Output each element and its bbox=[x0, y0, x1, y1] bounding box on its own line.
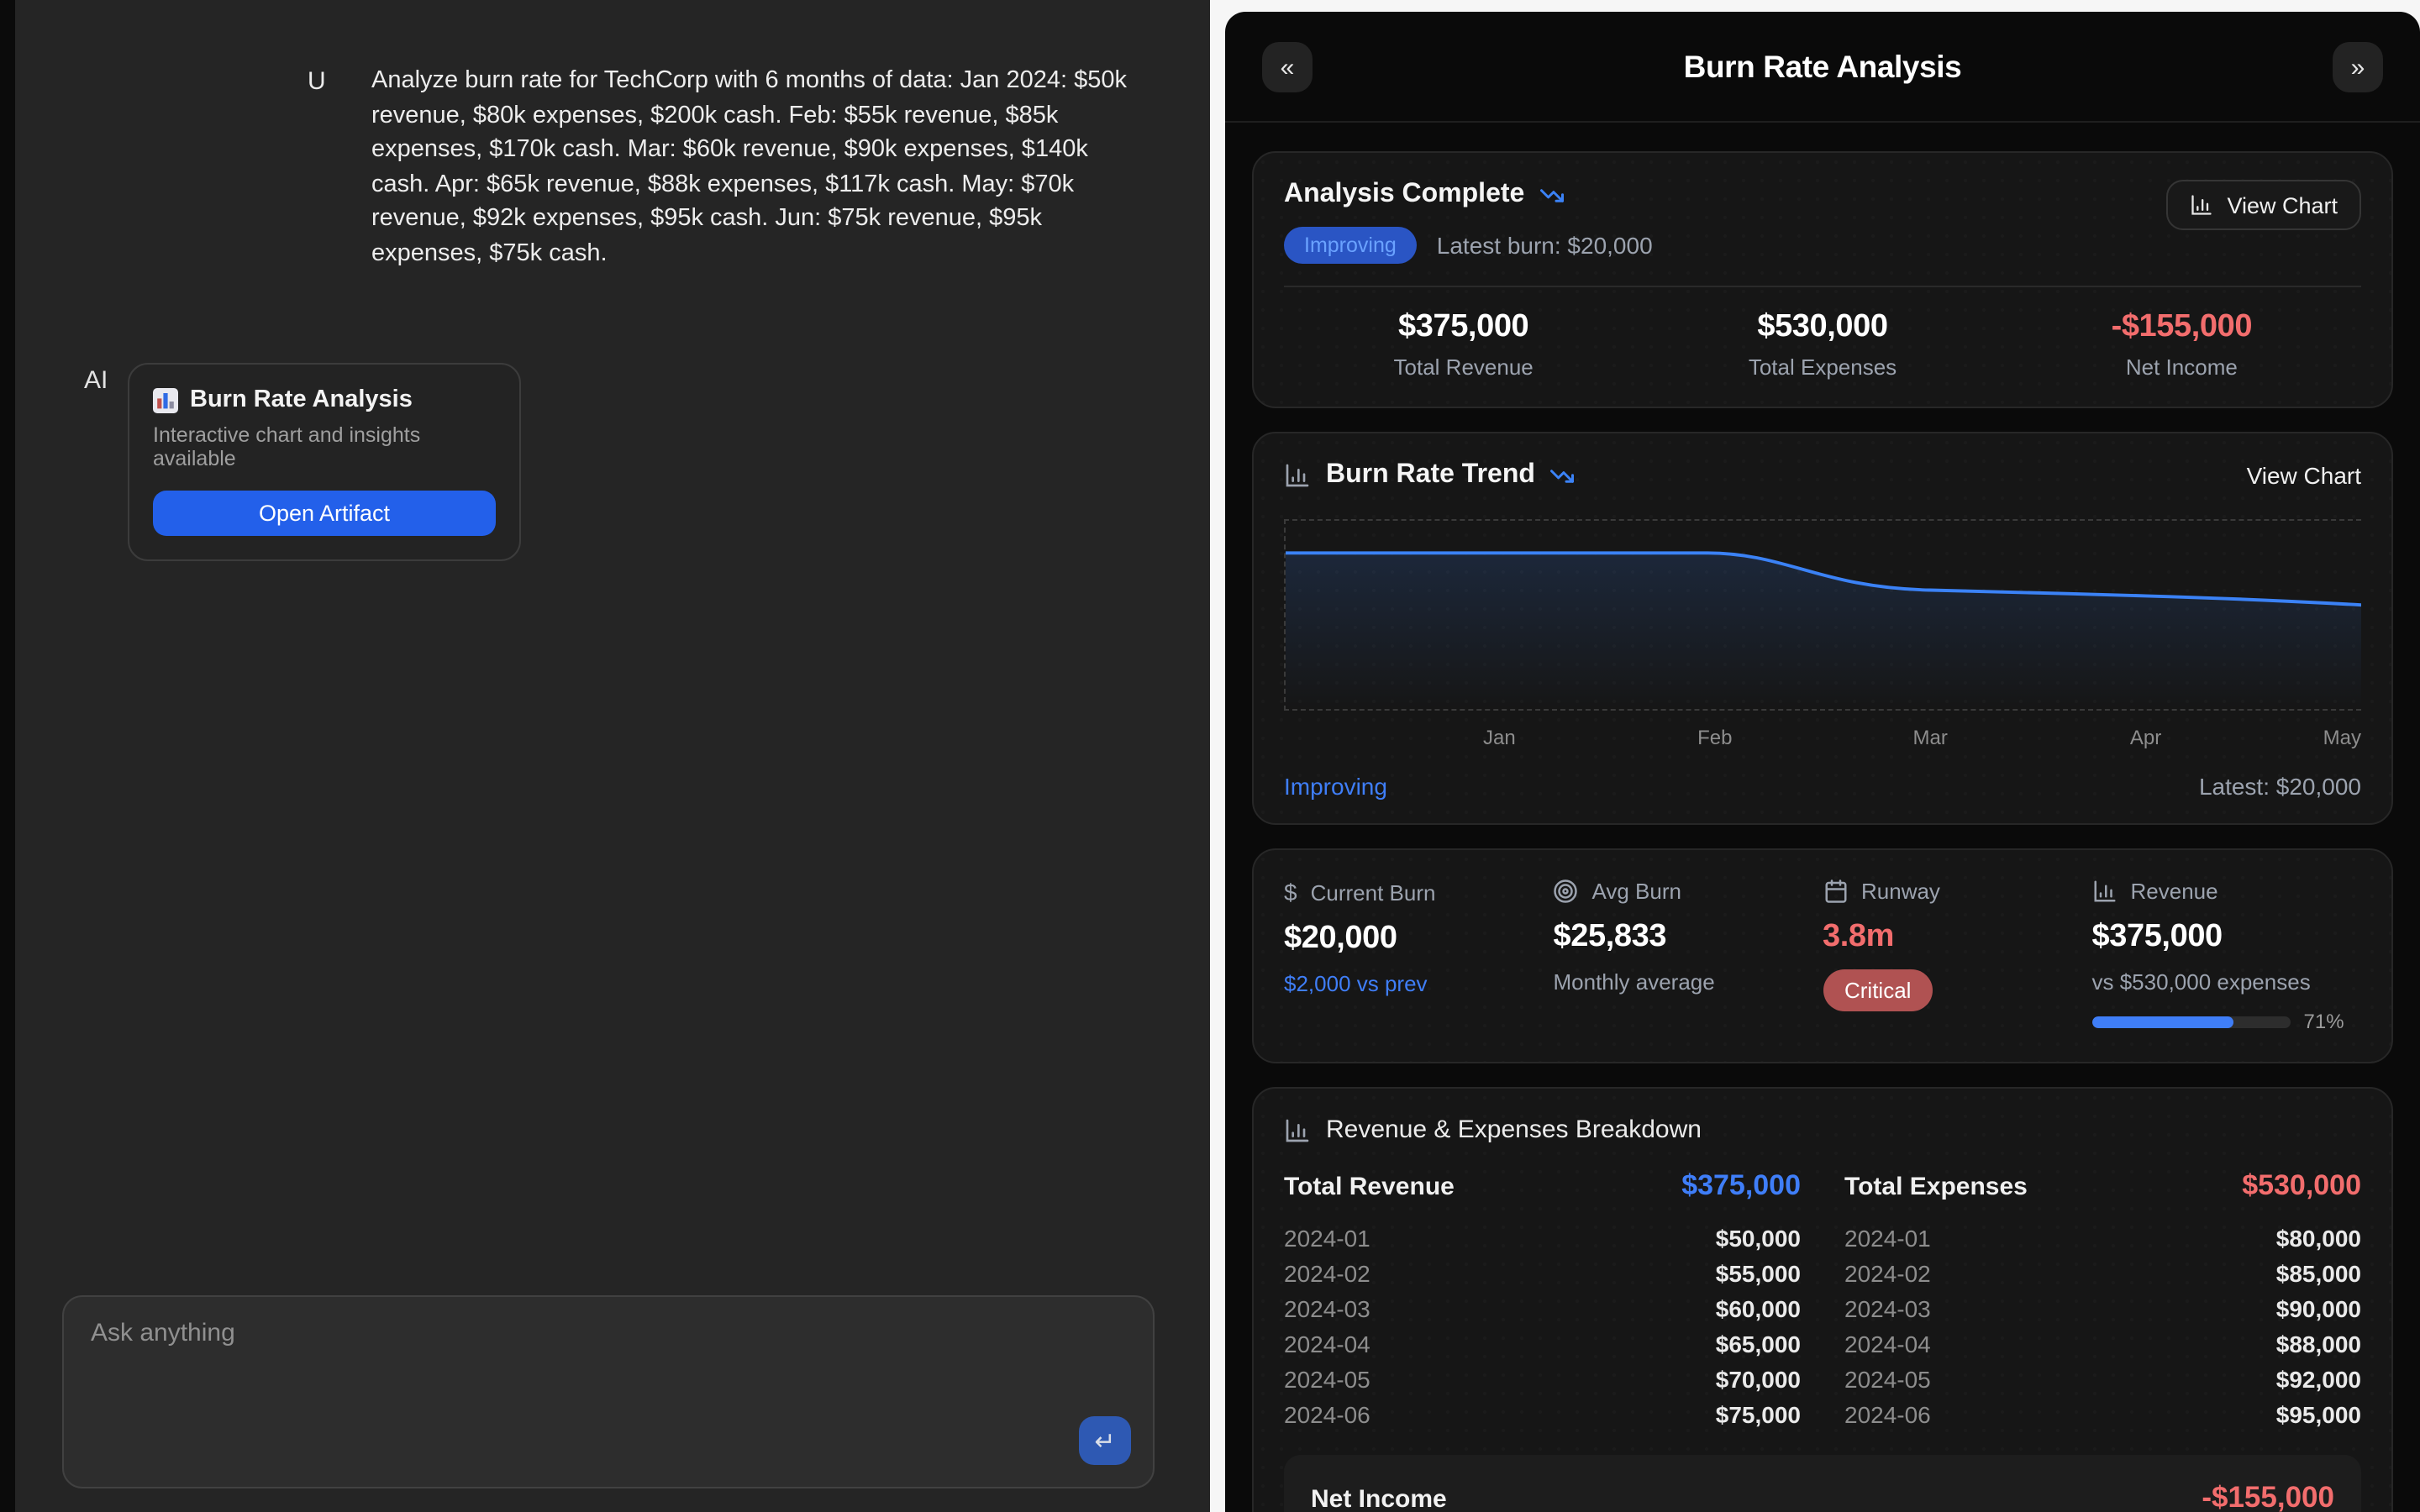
divider bbox=[1284, 286, 2361, 287]
net-income-box: Net Income -$155,000 Loss-making over th… bbox=[1284, 1455, 2361, 1512]
x-axis-labels: Jan Feb Mar Apr May bbox=[1284, 726, 2361, 751]
table-row: 2024-05 $70,000 bbox=[1284, 1365, 1801, 1392]
chat-input[interactable]: Ask anything ↵ bbox=[62, 1295, 1155, 1488]
x-tick: May bbox=[2323, 726, 2361, 749]
collapse-right-button[interactable]: » bbox=[2333, 42, 2383, 92]
artifact-panel: « Burn Rate Analysis » Analysis Complete bbox=[1225, 12, 2420, 1512]
calendar-icon bbox=[1824, 879, 1846, 903]
user-message: Analyze burn rate for TechCorp with 6 mo… bbox=[371, 67, 1127, 266]
breakdown-card: Revenue & Expenses Breakdown Total Reven… bbox=[1252, 1087, 2393, 1512]
chat-input-placeholder: Ask anything bbox=[91, 1319, 235, 1347]
bar-chart-icon bbox=[1286, 1118, 1309, 1142]
bar-chart-icon bbox=[2094, 880, 2115, 902]
panel-title: Burn Rate Analysis bbox=[1683, 49, 1962, 84]
metric-avg-burn: Avg Burn $25,833 Monthly average bbox=[1553, 879, 1715, 995]
stat-total-revenue: $375,000 Total Revenue bbox=[1393, 309, 1534, 380]
stat-total-expenses: $530,000 Total Expenses bbox=[1748, 309, 1897, 380]
revenue-progress-fill bbox=[2091, 1016, 2233, 1027]
line-chart-svg bbox=[1286, 551, 2361, 709]
table-row: 2024-01 $50,000 bbox=[1284, 1224, 1801, 1251]
table-row: 2024-03 $60,000 bbox=[1284, 1294, 1801, 1321]
send-button[interactable]: ↵ bbox=[1079, 1416, 1131, 1465]
latest-burn-text: Latest burn: $20,000 bbox=[1436, 232, 1653, 259]
net-income-value: -$155,000 bbox=[2202, 1480, 2334, 1512]
chat-panel: U Analyze burn rate for TechCorp with 6 … bbox=[0, 0, 1210, 1512]
table-row: 2024-03 $90,000 bbox=[1844, 1294, 2361, 1321]
artifact-chip-subtitle: Interactive chart and insights available bbox=[153, 423, 421, 470]
revenue-column: Total Revenue $375,000 2024-01 $50,000 20… bbox=[1284, 1169, 1801, 1431]
net-income-label: Net Income bbox=[1311, 1485, 1447, 1512]
table-row: 2024-01 $80,000 bbox=[1844, 1224, 2361, 1251]
collapse-left-button[interactable]: « bbox=[1262, 42, 1313, 92]
artifact-chip: Burn Rate Analysis Interactive chart and… bbox=[128, 363, 521, 561]
return-arrow-icon: ↵ bbox=[1094, 1427, 1116, 1456]
metric-runway: Runway 3.8m Critical bbox=[1823, 879, 2092, 1033]
assistant-avatar: AI bbox=[84, 366, 108, 395]
chart-line bbox=[1286, 551, 2361, 607]
table-row: 2024-02 $85,000 bbox=[1844, 1259, 2361, 1286]
chevrons-left-icon: « bbox=[1280, 53, 1295, 81]
revenue-progress-bar bbox=[2091, 1016, 2291, 1027]
dollar-icon: $ bbox=[1284, 879, 1297, 906]
metrics-card: $ Current Burn $20,000 $2,000 vs prev Av… bbox=[1252, 848, 2393, 1063]
metric-revenue: Revenue $375,000 vs $530,000 expenses 71… bbox=[2091, 879, 2344, 1033]
view-chart-button[interactable]: View Chart bbox=[2166, 180, 2361, 230]
panel-body: Analysis Complete Improving Latest burn:… bbox=[1225, 123, 2420, 1512]
expenses-total: $530,000 bbox=[2242, 1169, 2361, 1201]
summary-title: Analysis Complete bbox=[1284, 180, 1525, 208]
x-tick: Mar bbox=[1912, 726, 1948, 749]
metric-current-burn: $ Current Burn $20,000 $2,000 vs prev bbox=[1284, 879, 1436, 996]
summary-card: Analysis Complete Improving Latest burn:… bbox=[1252, 151, 2393, 408]
trend-view-chart-link[interactable]: View Chart bbox=[2246, 462, 2361, 489]
chevrons-right-icon: » bbox=[2350, 53, 2365, 81]
trend-latest-text: Latest: $20,000 bbox=[2198, 773, 2361, 800]
artifact-chip-title: Burn Rate Analysis bbox=[190, 386, 413, 413]
breakdown-title: Revenue & Expenses Breakdown bbox=[1326, 1116, 1702, 1144]
user-avatar: U bbox=[308, 67, 326, 96]
trending-down-icon bbox=[1550, 469, 1575, 482]
table-row: 2024-05 $92,000 bbox=[1844, 1365, 2361, 1392]
bar-chart-icon bbox=[1286, 464, 1309, 487]
revenue-progress-label: 71% bbox=[2303, 1010, 2344, 1033]
bar-chart-emoji-icon bbox=[153, 387, 178, 412]
window-edge bbox=[0, 0, 15, 1512]
view-chart-label: View Chart bbox=[2227, 192, 2338, 218]
table-row: 2024-04 $88,000 bbox=[1844, 1330, 2361, 1357]
stat-net-income: -$155,000 Net Income bbox=[2111, 309, 2253, 380]
x-tick: Apr bbox=[2129, 726, 2162, 749]
critical-badge: Critical bbox=[1823, 969, 1933, 1011]
x-tick: Jan bbox=[1483, 726, 1516, 749]
bar-chart-icon bbox=[2191, 195, 2212, 215]
table-row: 2024-06 $95,000 bbox=[1844, 1400, 2361, 1427]
expenses-column: Total Expenses $530,000 2024-01 $80,000 2… bbox=[1844, 1169, 2361, 1431]
table-row: 2024-02 $55,000 bbox=[1284, 1259, 1801, 1286]
x-tick: Feb bbox=[1697, 726, 1733, 749]
revenue-total: $375,000 bbox=[1681, 1169, 1801, 1201]
target-icon bbox=[1554, 879, 1578, 903]
chart-area-fill bbox=[1286, 553, 2361, 709]
table-row: 2024-04 $65,000 bbox=[1284, 1330, 1801, 1357]
burn-rate-line-chart bbox=[1284, 519, 2361, 711]
panel-header: « Burn Rate Analysis » bbox=[1225, 12, 2420, 123]
trending-down-icon bbox=[1540, 188, 1565, 202]
trend-title: Burn Rate Trend bbox=[1326, 460, 1535, 489]
trend-card: Burn Rate Trend View Chart bbox=[1252, 432, 2393, 825]
table-row: 2024-06 $75,000 bbox=[1284, 1400, 1801, 1427]
open-artifact-button[interactable]: Open Artifact bbox=[153, 491, 496, 536]
status-badge: Improving bbox=[1284, 227, 1417, 264]
trend-status-text: Improving bbox=[1284, 773, 1387, 800]
